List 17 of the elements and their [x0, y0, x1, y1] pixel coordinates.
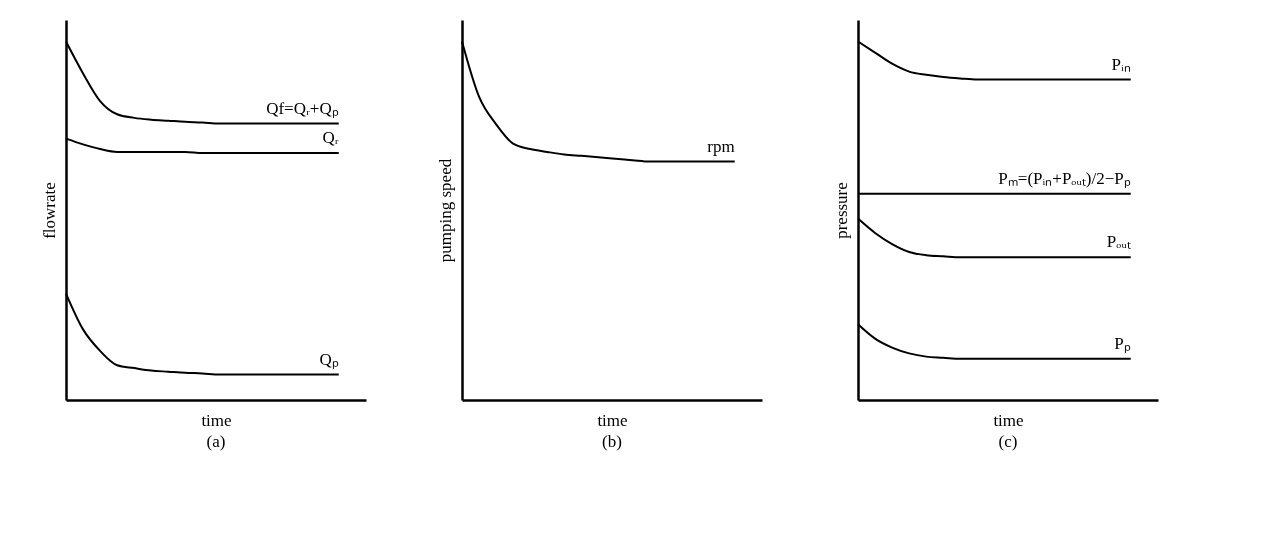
series-label: Qᵣ — [322, 128, 339, 147]
text: (c) — [998, 432, 1018, 451]
x-axis-title: time — [597, 410, 628, 430]
series-label: Qf=Qᵣ+Qₚ — [266, 98, 339, 119]
y-axis-title: pressure — [831, 182, 851, 239]
text: (b) — [602, 432, 622, 451]
y-axis-title: flowrate — [39, 182, 59, 239]
x-axis-title: time — [201, 410, 232, 430]
series-label: Pₒᵤₜ — [1106, 232, 1131, 252]
x-axis-title: time — [993, 410, 1024, 430]
series-label: rpm — [707, 136, 735, 156]
text: (a) — [206, 432, 226, 451]
series-label: Qₚ — [319, 349, 339, 370]
series-label: Pᵢₙ — [1111, 54, 1131, 74]
series-label: Pₘ=(Pᵢₙ+Pₒᵤₜ)/2−Pₚ — [998, 168, 1131, 189]
y-axis-title: pumping speed — [435, 158, 455, 263]
series-label: Pₚ — [1114, 333, 1131, 354]
